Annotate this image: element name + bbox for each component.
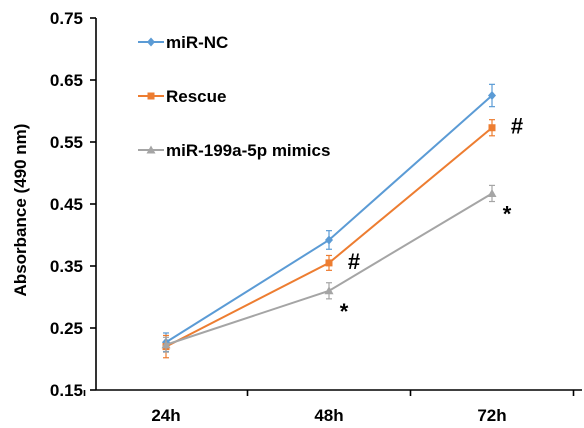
y-tick-label: 0.55 — [50, 133, 83, 152]
significance-mark: # — [511, 114, 523, 139]
y-tick-label: 0.25 — [50, 319, 83, 338]
y-axis: 0.15 0.25 0.35 0.45 0.55 0.65 0.75 — [50, 9, 97, 400]
y-ticks: 0.15 0.25 0.35 0.45 0.55 0.65 0.75 — [50, 9, 96, 400]
y-tick-label: 0.75 — [50, 9, 83, 28]
legend: miR-NC Rescue miR-199a-5p mimics — [138, 33, 330, 160]
series-layer — [161, 83, 497, 359]
data-point — [161, 340, 171, 349]
legend-marker — [147, 92, 155, 100]
y-tick-label: 0.35 — [50, 257, 83, 276]
annotation-layer: # # * * — [340, 114, 523, 324]
data-point — [325, 259, 333, 267]
x-tick-label: 48h — [314, 406, 343, 425]
legend-label: miR-199a-5p mimics — [166, 141, 330, 160]
y-tick-label: 0.45 — [50, 195, 83, 214]
data-point — [488, 91, 496, 100]
significance-mark: * — [340, 299, 349, 324]
legend-marker — [146, 145, 156, 154]
series-2 — [161, 184, 497, 353]
data-point — [325, 235, 333, 245]
series-line — [165, 94, 493, 344]
legend-item-1: Rescue — [138, 87, 226, 106]
legend-label: Rescue — [166, 87, 226, 106]
data-point — [487, 188, 497, 197]
x-tick-label: 24h — [151, 406, 180, 425]
series-0 — [162, 83, 496, 353]
significance-mark: * — [503, 202, 512, 227]
significance-mark: # — [348, 249, 360, 274]
y-tick-label: 0.15 — [50, 381, 83, 400]
legend-item-0: miR-NC — [138, 33, 228, 52]
legend-marker — [147, 37, 155, 47]
legend-item-2: miR-199a-5p mimics — [138, 141, 330, 160]
y-tick-label: 0.65 — [50, 71, 83, 90]
x-tick-label: 72h — [477, 406, 506, 425]
data-point — [324, 286, 334, 295]
x-axis: 24h 48h 72h — [83, 389, 582, 425]
x-ticks: 24h 48h 72h — [83, 390, 575, 425]
data-point — [488, 124, 496, 132]
y-axis-title: Absorbance (490 nm) — [11, 124, 30, 297]
legend-label: miR-NC — [166, 33, 228, 52]
